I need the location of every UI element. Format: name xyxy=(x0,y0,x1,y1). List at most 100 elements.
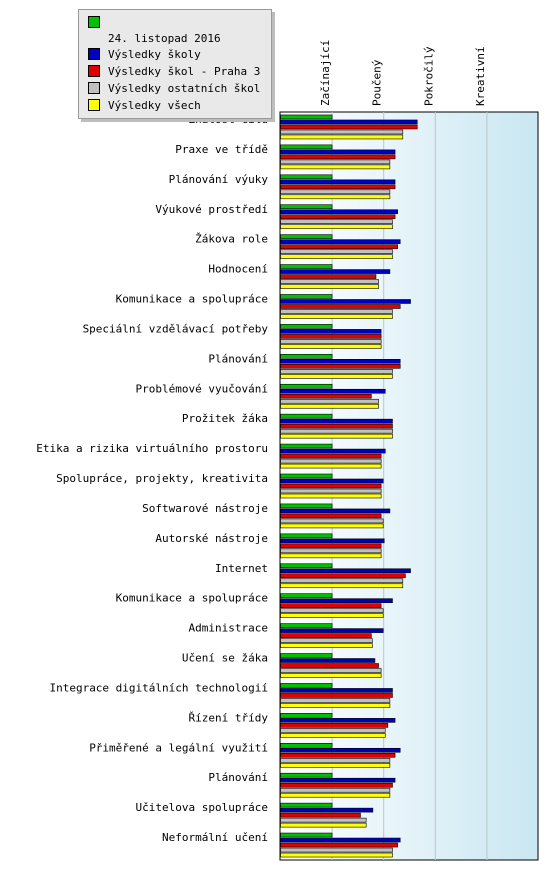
category-label: Administrace xyxy=(189,622,268,635)
bar xyxy=(280,807,374,813)
bar xyxy=(280,668,382,673)
bar xyxy=(280,508,391,514)
bar xyxy=(280,433,393,439)
legend-item: Výsledky ostatních škol xyxy=(88,80,260,96)
bar xyxy=(280,792,391,798)
bar xyxy=(280,284,379,289)
bar xyxy=(280,184,396,190)
legend-item xyxy=(88,14,108,30)
category-label: Praxe ve třídě xyxy=(175,143,268,156)
bar xyxy=(280,374,393,379)
bar xyxy=(280,179,396,185)
bar xyxy=(280,673,382,678)
bar xyxy=(280,812,361,818)
bar xyxy=(280,633,372,638)
bar xyxy=(280,583,404,589)
bar xyxy=(280,294,333,299)
bar xyxy=(280,713,333,718)
bar xyxy=(280,842,398,848)
bar xyxy=(280,493,382,499)
level-label: Kreativní xyxy=(474,46,487,106)
bar xyxy=(280,762,391,768)
bar xyxy=(280,613,384,618)
category-label: Problémové vyučování xyxy=(136,382,268,395)
category-label: Etika a rizika virtuálního prostoru xyxy=(36,442,268,455)
bar xyxy=(280,698,391,703)
bar xyxy=(280,418,393,424)
bar xyxy=(280,453,382,459)
level-label: Poučený xyxy=(371,59,384,106)
bar xyxy=(280,234,333,239)
bar xyxy=(280,772,333,778)
bar xyxy=(280,757,391,763)
category-label: Softwarové nástroje xyxy=(142,502,268,515)
legend-label: Výsledky školy xyxy=(108,47,201,61)
bar xyxy=(280,832,333,838)
legend-label: Výsledky všech xyxy=(108,98,201,112)
category-label: Plánování výuky xyxy=(169,173,269,186)
bar xyxy=(280,403,379,409)
bar xyxy=(280,703,391,708)
bar xyxy=(280,149,396,155)
category-label: Řízení třídy xyxy=(189,711,269,724)
bar xyxy=(280,274,377,279)
bar xyxy=(280,822,367,828)
bar xyxy=(280,523,384,529)
bar xyxy=(280,364,401,369)
legend-swatch xyxy=(88,82,100,94)
bar xyxy=(280,269,391,274)
bar xyxy=(280,658,376,663)
category-label: Komunikace a spolupráce xyxy=(116,592,268,605)
bar xyxy=(280,249,393,254)
level-label: Pokročilý xyxy=(422,46,435,106)
bar xyxy=(280,254,393,259)
bar xyxy=(280,638,373,643)
bar xyxy=(280,344,382,349)
bar xyxy=(280,608,384,613)
legend-swatch xyxy=(88,65,100,77)
bar xyxy=(280,563,333,569)
category-label: Integrace digitálních technologií xyxy=(49,681,268,694)
chart-legend: 24. listopad 2016 Výsledky školy Výsledk… xyxy=(78,9,272,119)
bar xyxy=(280,309,393,314)
category-label: Žákova role xyxy=(195,233,268,246)
bar xyxy=(280,214,396,220)
bar xyxy=(280,314,393,319)
legend-item: Výsledky školy xyxy=(88,46,201,62)
category-label: Hodnocení xyxy=(208,263,268,276)
legend-swatch xyxy=(88,48,100,60)
bar xyxy=(280,279,379,284)
bar xyxy=(280,154,396,160)
bar xyxy=(280,728,386,733)
bar xyxy=(280,264,333,269)
bar xyxy=(280,189,391,195)
bar xyxy=(280,324,333,329)
category-label: Prožitek žáka xyxy=(182,412,268,425)
bar xyxy=(280,598,393,603)
legend-item: Výsledky všech xyxy=(88,97,201,113)
bar xyxy=(280,683,333,688)
category-label: Speciální vzdělávací potřeby xyxy=(83,322,269,335)
bar xyxy=(280,782,393,788)
legend-swatch xyxy=(88,16,100,28)
bar xyxy=(280,593,333,598)
bar xyxy=(280,533,333,539)
bar xyxy=(280,693,393,698)
bar xyxy=(280,244,398,249)
bar xyxy=(280,787,391,793)
bar xyxy=(280,543,382,549)
bar xyxy=(280,413,333,419)
bar xyxy=(280,663,379,668)
level-label: Začínající xyxy=(319,40,332,106)
bar xyxy=(280,164,391,170)
bar xyxy=(280,354,333,359)
bar xyxy=(280,553,382,559)
bar xyxy=(280,134,404,140)
bar xyxy=(280,329,382,334)
category-label: Autorské nástroje xyxy=(155,532,268,545)
bar xyxy=(280,144,333,150)
bar xyxy=(280,194,391,200)
bar xyxy=(280,503,333,509)
bar xyxy=(280,339,382,344)
bar xyxy=(280,478,384,484)
